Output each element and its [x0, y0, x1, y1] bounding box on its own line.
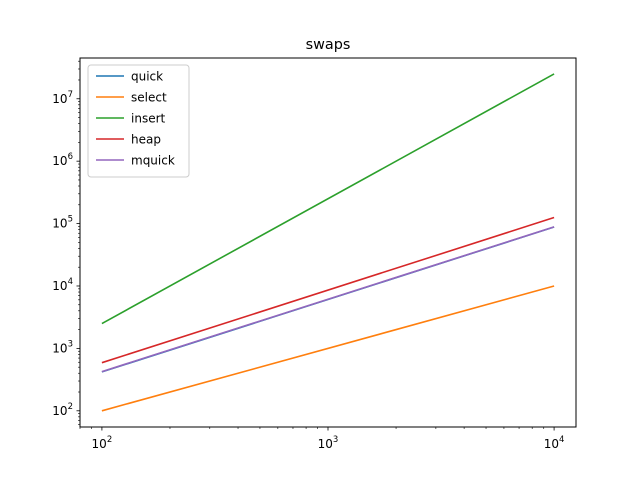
x-tick-label: 104 — [544, 435, 565, 451]
legend: quick select insert heap mquick — [87, 64, 190, 178]
y-tick-label: 103 — [52, 339, 73, 355]
legend-label-quick: quick — [131, 70, 163, 84]
x-tick-label: 102 — [92, 435, 113, 451]
x-axis: 102 103 104 — [79, 427, 565, 451]
legend-label-mquick: mquick — [131, 154, 175, 168]
legend-label-select: select — [131, 91, 167, 105]
y-axis: 102 103 104 105 106 107 — [52, 60, 80, 425]
legend-box — [87, 64, 190, 178]
series-line-mquick — [101, 226, 555, 373]
legend-label-heap: heap — [131, 133, 161, 147]
plot-frame — [79, 57, 577, 428]
y-tick-label: 104 — [52, 277, 73, 293]
y-tick-label: 102 — [52, 402, 73, 418]
y-tick-label: 107 — [52, 90, 73, 106]
legend-label-insert: insert — [131, 112, 166, 126]
series-line-insert — [101, 73, 555, 325]
series-line-select — [101, 285, 555, 412]
y-tick-label: 106 — [52, 152, 73, 168]
plot-lines — [101, 73, 555, 412]
chart-title: swaps — [306, 37, 351, 53]
x-tick-label: 103 — [318, 435, 339, 451]
y-tick-label: 105 — [52, 215, 73, 231]
series-line-heap — [101, 216, 555, 364]
